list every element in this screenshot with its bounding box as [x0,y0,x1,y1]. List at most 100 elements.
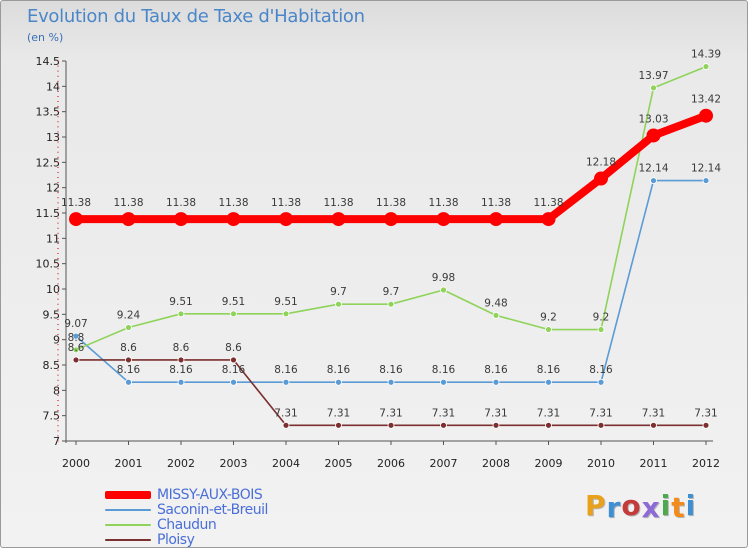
data-point-missy-aux-bois [69,212,83,227]
legend-label: Saconin-et-Breuil [157,502,268,518]
data-label-saconin-et-breuil: 8.16 [274,364,298,376]
x-tick-label: 2010 [587,457,615,470]
logo-letter: r [606,491,622,524]
data-label-saconin-et-breuil: 8.16 [379,364,403,376]
data-point-chaudun [387,300,395,308]
y-tick-label: 10 [46,283,60,296]
y-tick-label: 13.5 [36,106,61,119]
data-point-saconin-et-breuil [125,378,132,386]
x-tick-label: 2004 [272,457,300,470]
data-point-missy-aux-bois [121,212,136,227]
data-point-chaudun [177,310,185,318]
data-label-saconin-et-breuil: 12.14 [638,163,668,175]
data-labels: 11.38 11.38 11.38 11.38 11.38 11.38 11.38 11.38… [61,49,721,420]
data-label-ploisy: 8.6 [225,342,242,354]
data-point-ploisy [230,356,237,364]
chart-title: Evolution du Taux de Taxe d'Habitation [27,6,365,27]
y-tick-label: 10.5 [36,258,61,271]
data-point-ploisy [387,421,395,429]
data-label-ploisy: 7.31 [589,407,612,419]
data-label-chaudun: 9.7 [383,286,400,298]
data-point-ploisy [597,421,605,429]
data-label-missy-aux-bois: 11.38 [166,197,196,209]
data-label-missy-aux-bois: 13.03 [638,113,668,125]
data-label-saconin-et-breuil: 9.07 [64,318,87,330]
data-point-saconin-et-breuil [597,378,605,386]
data-point-saconin-et-breuil [702,177,710,184]
legend-label: MISSY-AUX-BOIS [157,487,263,503]
x-tick-label: 2006 [377,457,405,470]
data-label-chaudun: 9.48 [484,297,507,309]
logo-letter: i [660,489,672,522]
legend-swatch [105,539,151,541]
data-point-ploisy [492,421,500,429]
data-point-chaudun [702,63,710,70]
data-point-ploisy [335,421,342,429]
y-tick-label: 9.5 [43,308,61,321]
data-point-saconin-et-breuil [177,378,185,386]
data-label-ploisy: 7.31 [642,407,665,419]
data-point-missy-aux-bois [174,212,188,227]
data-label-missy-aux-bois: 11.38 [376,197,406,209]
logo-letter: t [671,491,686,524]
data-point-chaudun [597,326,605,333]
x-tick-label: 2003 [220,457,248,470]
data-point-missy-aux-bois [384,212,398,227]
data-label-chaudun: 14.39 [691,49,721,61]
data-label-saconin-et-breuil: 8.16 [117,364,141,376]
data-label-missy-aux-bois: 13.42 [691,94,721,106]
y-tick-label: 11 [46,232,60,245]
x-tick-label: 2011 [640,457,668,470]
data-label-ploisy: 7.31 [484,407,507,419]
y-tick-label: 14.5 [36,55,61,68]
data-point-saconin-et-breuil [387,378,395,386]
data-point-saconin-et-breuil [440,378,447,386]
data-label-ploisy: 8.6 [68,342,85,354]
data-label-chaudun: 9.2 [540,312,557,324]
data-point-ploisy [545,421,552,429]
y-tick-label: 13 [46,131,60,144]
data-point-missy-aux-bois [489,212,503,227]
data-point-missy-aux-bois [331,212,346,227]
data-label-missy-aux-bois: 11.38 [428,197,458,209]
data-label-chaudun: 13.97 [638,70,668,82]
data-label-saconin-et-breuil: 8.16 [222,364,246,376]
x-tick-label: 2000 [62,457,90,470]
data-point-ploisy [282,421,290,429]
data-label-ploisy: 7.31 [537,407,560,419]
legend-swatch [105,491,151,499]
data-point-saconin-et-breuil [650,177,657,184]
data-point-chaudun [72,346,80,354]
data-label-saconin-et-breuil: 8.16 [327,364,351,376]
data-label-chaudun: 8.8 [68,332,85,344]
data-point-saconin-et-breuil [282,378,290,386]
data-label-missy-aux-bois: 11.38 [113,197,143,209]
proxiti-logo: Proxiti [585,489,696,524]
y-tick-label: 8 [53,384,60,397]
data-point-saconin-et-breuil [492,378,500,386]
y-tick-label: 11.5 [36,207,61,220]
data-point-chaudun [335,300,342,308]
logo-letter: o [621,489,642,522]
x-tick-label: 2009 [535,457,563,470]
data-point-saconin-et-breuil [72,332,80,340]
x-tick-label: 2001 [115,457,143,470]
chart-subtitle: (en %) [27,31,64,44]
data-label-ploisy: 7.31 [432,407,455,419]
data-label-chaudun: 9.51 [274,296,297,308]
y-tick-label: 14 [46,80,60,93]
logo-letter: x [641,491,661,524]
data-label-missy-aux-bois: 11.38 [323,197,353,209]
data-point-ploisy [650,421,657,429]
data-point-missy-aux-bois [436,212,451,227]
data-point-missy-aux-bois [646,128,661,143]
y-tick-label: 8.5 [43,359,61,372]
data-label-chaudun: 9.51 [169,296,192,308]
data-point-missy-aux-bois [226,212,241,227]
data-label-ploisy: 7.31 [694,407,717,419]
data-point-chaudun [650,84,657,92]
x-tick-label: 2012 [692,457,720,470]
legend-label: Chaudun [157,517,217,533]
data-label-missy-aux-bois: 11.38 [271,197,301,209]
